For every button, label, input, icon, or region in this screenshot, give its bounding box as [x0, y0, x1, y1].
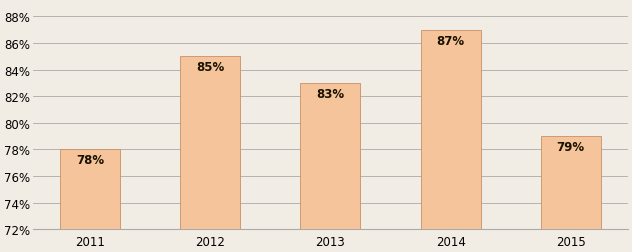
Bar: [180, 57, 240, 252]
Text: 85%: 85%: [196, 61, 224, 74]
Bar: [300, 84, 360, 252]
Bar: [541, 137, 601, 252]
Bar: [420, 31, 481, 252]
Text: 87%: 87%: [437, 35, 465, 48]
Text: 79%: 79%: [557, 141, 585, 153]
Bar: [60, 150, 120, 252]
Text: 83%: 83%: [317, 88, 344, 101]
Text: 78%: 78%: [76, 154, 104, 167]
